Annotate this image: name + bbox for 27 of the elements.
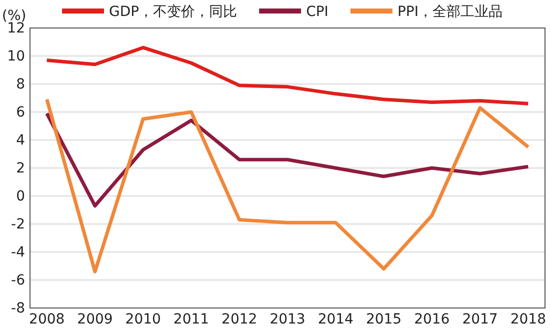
- legend-label: PPI，全部工业品: [397, 4, 502, 20]
- x-tick-label: 2009: [77, 312, 113, 328]
- x-tick-label: 2018: [510, 312, 546, 328]
- x-tick-label: 2017: [462, 312, 498, 328]
- y-tick-label: 4: [16, 132, 26, 148]
- y-tick-label: 8: [16, 76, 25, 92]
- line-series: [45, 112, 530, 208]
- legend-label: GDP，不变价，同比: [109, 4, 238, 20]
- x-tick-label: 2013: [270, 312, 306, 328]
- y-tick-label: -6: [11, 272, 26, 288]
- y-tick-label: -8: [11, 300, 25, 316]
- legend-label: CPI: [306, 4, 328, 20]
- y-tick-label: -4: [11, 244, 26, 260]
- x-tick-label: 2012: [222, 312, 258, 328]
- y-tick-label: 2: [16, 160, 25, 176]
- x-tick-label: 2010: [125, 312, 161, 328]
- y-tick-label: 6: [16, 104, 26, 120]
- x-tick-label: 2008: [29, 312, 65, 328]
- y-tick-label: 10: [7, 48, 25, 64]
- x-tick-label: 2016: [414, 312, 450, 328]
- x-tick-label: 2014: [318, 312, 354, 328]
- y-tick-label: -2: [11, 216, 25, 232]
- line-series: [45, 46, 530, 106]
- x-tick-label: 2011: [173, 312, 210, 328]
- y-tick-label: 0: [16, 188, 25, 204]
- line-series: [45, 98, 530, 274]
- x-tick-label: 2015: [366, 312, 402, 328]
